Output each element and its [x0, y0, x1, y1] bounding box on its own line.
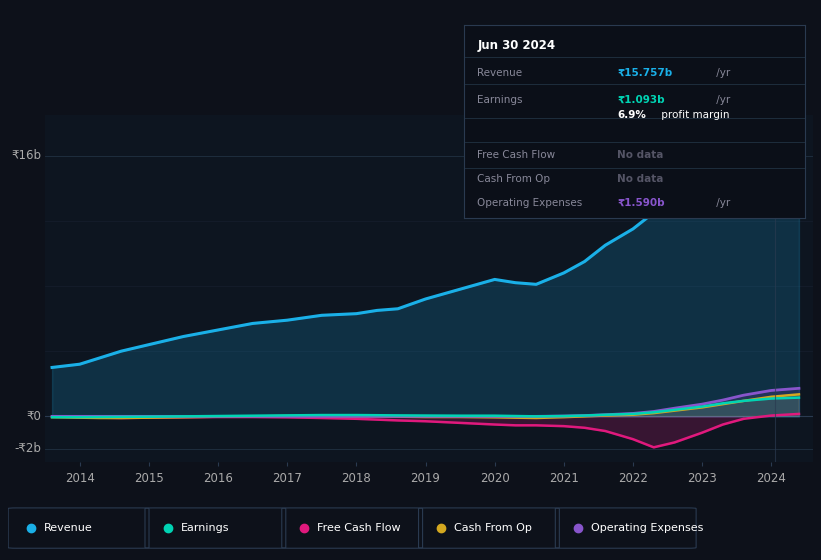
- Text: ₹15.757b: ₹15.757b: [617, 68, 672, 77]
- Text: /yr: /yr: [713, 95, 730, 105]
- Text: Jun 30 2024: Jun 30 2024: [478, 39, 556, 52]
- Text: ₹0: ₹0: [26, 410, 41, 423]
- Text: ₹1.093b: ₹1.093b: [617, 95, 665, 105]
- Text: Free Cash Flow: Free Cash Flow: [478, 150, 556, 160]
- Text: ₹16b: ₹16b: [11, 149, 41, 162]
- Text: Revenue: Revenue: [478, 68, 523, 77]
- Text: /yr: /yr: [713, 198, 730, 208]
- Text: Earnings: Earnings: [478, 95, 523, 105]
- Text: profit margin: profit margin: [658, 110, 730, 120]
- Text: Revenue: Revenue: [44, 522, 92, 533]
- Text: Earnings: Earnings: [181, 522, 229, 533]
- Text: No data: No data: [617, 150, 663, 160]
- Text: -₹2b: -₹2b: [15, 442, 41, 455]
- Text: Operating Expenses: Operating Expenses: [478, 198, 583, 208]
- Text: Operating Expenses: Operating Expenses: [591, 522, 703, 533]
- Text: /yr: /yr: [713, 68, 730, 77]
- Text: ₹1.590b: ₹1.590b: [617, 198, 665, 208]
- Text: No data: No data: [617, 174, 663, 184]
- Text: Cash From Op: Cash From Op: [454, 522, 532, 533]
- Text: Cash From Op: Cash From Op: [478, 174, 551, 184]
- Text: Free Cash Flow: Free Cash Flow: [317, 522, 401, 533]
- Text: 6.9%: 6.9%: [617, 110, 646, 120]
